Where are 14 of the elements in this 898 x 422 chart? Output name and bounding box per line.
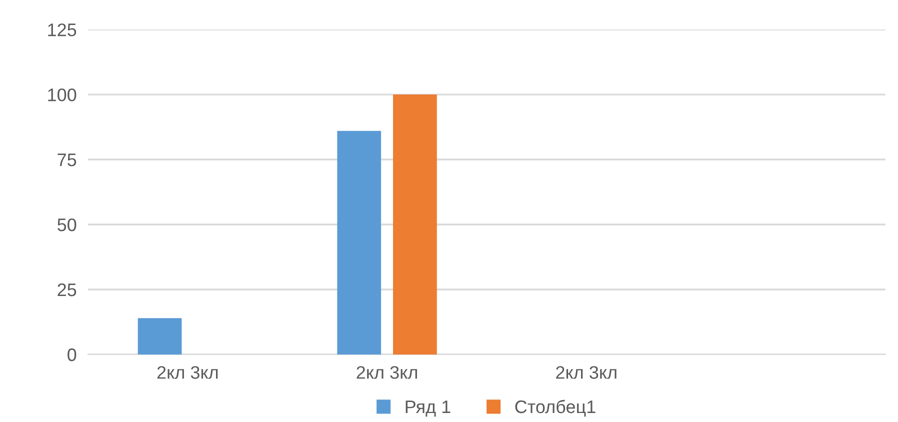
y-tick-label: 100 (48, 88, 76, 102)
y-tick-label: 125 (48, 23, 76, 36)
x-tick-label: 2кл 3кл (356, 366, 417, 379)
bar (393, 94, 437, 354)
y-tick-label: 75 (58, 154, 76, 166)
y-tick-label: 25 (58, 283, 76, 296)
x-tick-label: 2кл 3кл (157, 366, 218, 379)
x-tick-label: 2кл 3кл (556, 366, 616, 379)
y-tick-label: 50 (58, 218, 76, 232)
y-tick-label: 0 (68, 348, 76, 362)
legend-label: Ряд 1 (406, 400, 450, 417)
bar (337, 130, 382, 354)
legend-label: Столбец1 (515, 400, 596, 417)
bar (138, 318, 182, 354)
